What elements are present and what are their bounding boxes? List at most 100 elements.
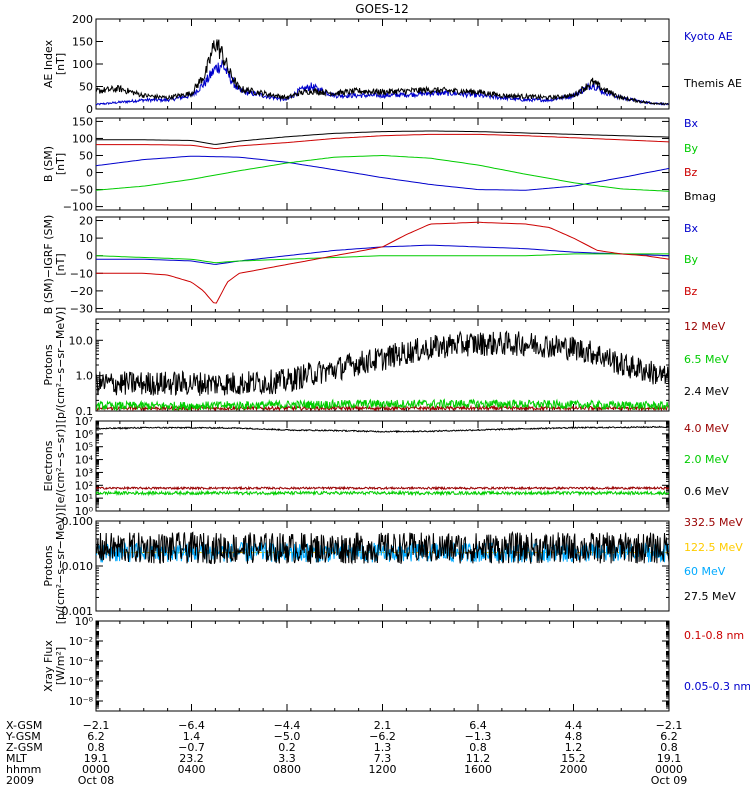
plot-area bbox=[96, 425, 669, 497]
series-line-6-5-mev bbox=[96, 398, 669, 411]
y-tick-label: 0.001 bbox=[62, 605, 94, 618]
legend-4-0-mev: 4.0 MeV bbox=[684, 422, 729, 435]
orbit-cell: 2000 bbox=[560, 763, 588, 776]
y-tick-label: 100 bbox=[72, 132, 93, 145]
y-tick-label: 150 bbox=[72, 36, 93, 49]
orbit-cell: 15.2 bbox=[561, 752, 586, 765]
panel-frame bbox=[95, 216, 670, 313]
plot-area bbox=[96, 130, 669, 192]
plot-area bbox=[96, 39, 669, 106]
orbit-cell: 3.3 bbox=[278, 752, 296, 765]
series-line-by bbox=[96, 154, 669, 192]
y-tick-label: 10⁰ bbox=[75, 505, 94, 518]
y-tick-label: 150 bbox=[72, 115, 93, 128]
orbit-cell: −6.4 bbox=[178, 719, 205, 732]
orbit-cell: −5.0 bbox=[274, 730, 301, 743]
panel-frame bbox=[95, 620, 670, 712]
legend-bx: Bx bbox=[684, 222, 699, 235]
orbit-cell: 2.1 bbox=[374, 719, 392, 732]
y-tick-label: −10 bbox=[70, 267, 93, 280]
legend-12-mev: 12 MeV bbox=[684, 320, 726, 333]
plot-area bbox=[96, 530, 669, 565]
y-axis-label: AE Index bbox=[42, 39, 55, 88]
y-tick-label: 0.1 bbox=[76, 405, 94, 418]
orbit-cell: 6.2 bbox=[87, 730, 105, 743]
y-tick-label: 10 bbox=[79, 232, 93, 245]
orbit-cell: 19.1 bbox=[657, 752, 682, 765]
orbit-cell: 7.3 bbox=[374, 752, 392, 765]
orbit-cell: 0.8 bbox=[469, 741, 487, 754]
orbit-cell: −2.1 bbox=[83, 719, 110, 732]
orbit-cell: 0800 bbox=[273, 763, 301, 776]
series-line-themis-ae bbox=[96, 39, 669, 106]
orbit-cell: 0000 bbox=[655, 763, 683, 776]
legend-bmag: Bmag bbox=[684, 190, 716, 203]
legend-kyoto-ae: Kyoto AE bbox=[684, 30, 733, 43]
legend-2-0-mev: 2.0 MeV bbox=[684, 453, 729, 466]
series-line-bmag bbox=[96, 130, 669, 145]
legend-by: By bbox=[684, 142, 699, 155]
y-axis-label: Xray Flux bbox=[42, 640, 55, 692]
orbit-cell: 1.4 bbox=[183, 730, 201, 743]
orbit-cell: −6.2 bbox=[369, 730, 396, 743]
series-line-2-4-mev bbox=[96, 330, 669, 397]
orbit-cell: −4.4 bbox=[274, 719, 301, 732]
y-tick-label: 10⁰ bbox=[75, 615, 94, 628]
panel-frame bbox=[95, 420, 670, 512]
y-tick-label: 10⁷ bbox=[75, 415, 93, 428]
series-line-12-mev bbox=[96, 404, 669, 411]
legend-6-5-mev: 6.5 MeV bbox=[684, 353, 729, 366]
y-tick-label: 100 bbox=[72, 58, 93, 71]
y-tick-label: 10⁻⁶ bbox=[69, 675, 94, 688]
series-line-27-5-mev bbox=[96, 530, 669, 565]
y-tick-label: 10³ bbox=[75, 466, 93, 479]
orbit-cell: Oct 08 bbox=[78, 774, 115, 787]
orbit-row-label: 2009 bbox=[6, 774, 34, 787]
legend-by: By bbox=[684, 253, 699, 266]
legend-0-6-mev: 0.6 MeV bbox=[684, 485, 729, 498]
y-axis-label: Protons bbox=[42, 344, 55, 385]
orbit-cell: 1600 bbox=[464, 763, 492, 776]
legend-332-5-mev: 332.5 MeV bbox=[684, 516, 743, 529]
panel-xray: 10⁻⁸ 10⁻⁶ 10⁻⁴ 10⁻² 10⁰ Xray Flux [W/m²] 0.1-0.… bbox=[42, 615, 750, 712]
y-tick-label: −100 bbox=[63, 201, 93, 214]
y-axis-label: [nT] bbox=[54, 53, 67, 75]
y-tick-label: 0 bbox=[86, 167, 93, 180]
y-tick-label: 20 bbox=[79, 215, 93, 228]
y-axis-label: [W/m²] bbox=[54, 647, 67, 685]
orbit-cell: 0400 bbox=[178, 763, 206, 776]
y-tick-label: 50 bbox=[79, 81, 93, 94]
legend-bx: Bx bbox=[684, 117, 699, 130]
y-axis-label: [e/(cm²−s−sr)] bbox=[54, 424, 67, 507]
orbit-row-label: Z-GSM bbox=[6, 741, 43, 754]
orbit-cell: 23.2 bbox=[179, 752, 204, 765]
orbit-row-label: hhmm bbox=[6, 763, 41, 776]
orbit-cell: −0.7 bbox=[178, 741, 205, 754]
orbit-cell: −2.1 bbox=[656, 719, 683, 732]
y-axis-label: [p/(cm²−s−sr−MeV)] bbox=[54, 508, 67, 624]
y-tick-label: 10¹ bbox=[75, 492, 93, 505]
y-axis-label: [nT] bbox=[54, 253, 67, 275]
panel-ae: 0 50 100 150 200 AE Index [nT] Kyoto AE Themis A… bbox=[42, 13, 742, 116]
orbit-cell: 4.8 bbox=[565, 730, 583, 743]
orbit-cell: 19.1 bbox=[84, 752, 109, 765]
series-line-0-6-mev bbox=[96, 425, 669, 434]
y-tick-label: 200 bbox=[72, 13, 93, 26]
y-tick-label: −30 bbox=[70, 302, 93, 315]
y-tick-label: 0.100 bbox=[62, 515, 94, 528]
y-tick-label: 0 bbox=[86, 103, 93, 116]
y-tick-label: 10² bbox=[75, 479, 93, 492]
legend-bz: Bz bbox=[684, 166, 698, 179]
y-tick-label: 10.0 bbox=[69, 334, 94, 347]
series-line-4-0-mev bbox=[96, 485, 669, 491]
orbit-cell: 1.2 bbox=[565, 741, 583, 754]
y-tick-label: 10⁶ bbox=[75, 428, 94, 441]
series-line-2-0-mev bbox=[96, 489, 669, 497]
panel-protons_lo: 0.001 0.010 0.100 Protons [p/(cm²−s−sr−MeV)]… bbox=[42, 508, 743, 624]
orbit-cell: 11.2 bbox=[466, 752, 491, 765]
y-tick-label: 10⁻⁴ bbox=[69, 655, 94, 668]
panel-bsm: −100 −50 0 50 100 150 B (SM) [nT] Bx By Bz Bmag bbox=[42, 115, 716, 213]
panel-bres: −30 −20 −10 0 10 20 B (SM)−IGRF (SM) [nT] Bx By Bz bbox=[42, 215, 699, 316]
